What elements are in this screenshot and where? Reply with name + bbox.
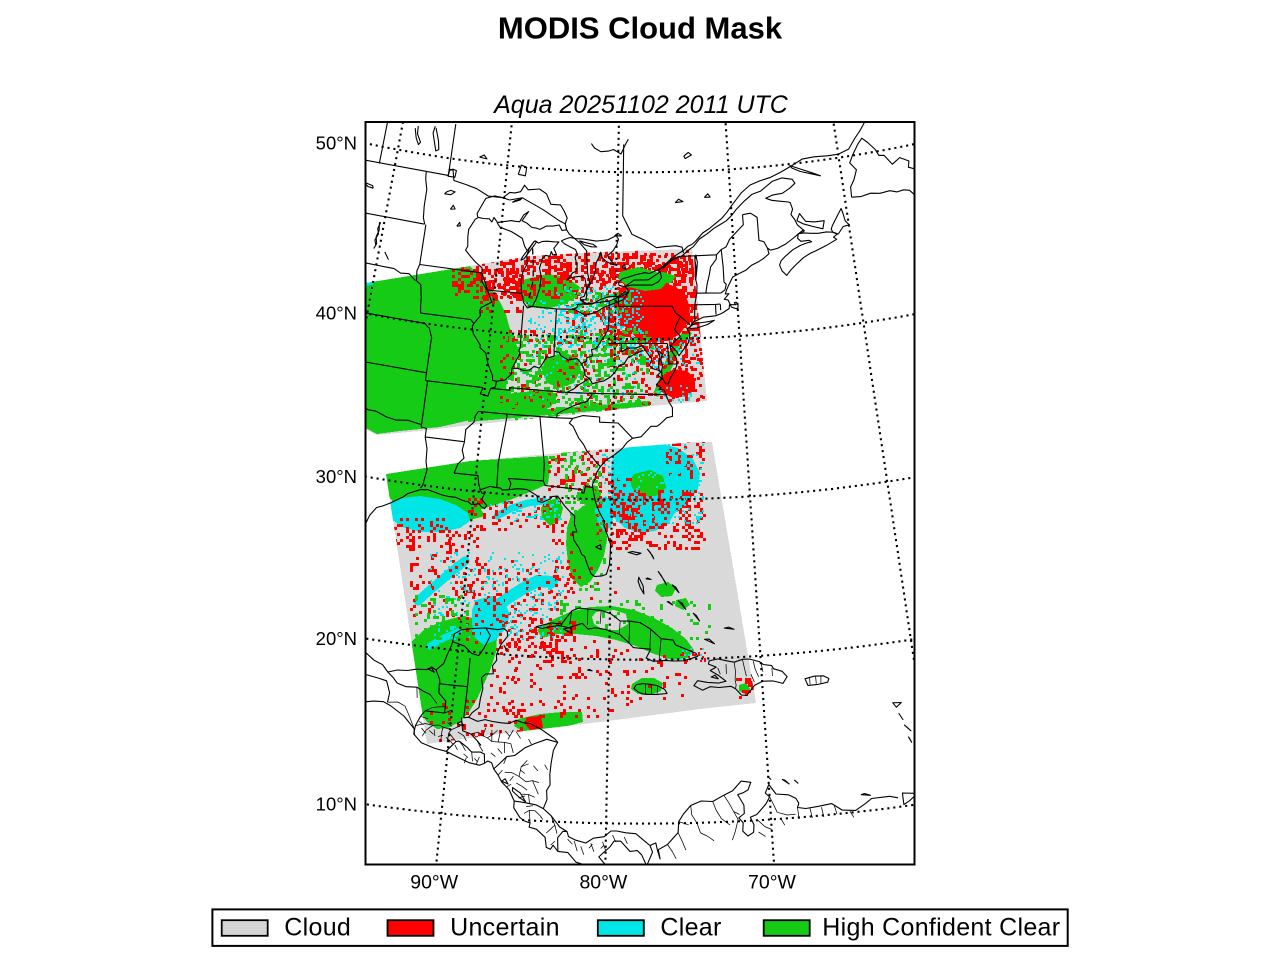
svg-text:MODIS Cloud Mask: MODIS Cloud Mask	[498, 10, 783, 45]
svg-text:70°W: 70°W	[748, 872, 796, 894]
svg-text:40°N: 40°N	[316, 303, 357, 324]
svg-text:90°W: 90°W	[410, 872, 458, 894]
svg-text:High Confident Clear: High Confident Clear	[822, 914, 1060, 942]
svg-text:50°N: 50°N	[316, 133, 357, 154]
svg-text:Aqua 20251102 2011 UTC: Aqua 20251102 2011 UTC	[492, 91, 789, 119]
svg-text:30°N: 30°N	[316, 466, 357, 487]
svg-text:Cloud: Cloud	[284, 914, 351, 942]
svg-text:10°N: 10°N	[316, 794, 357, 815]
svg-text:Uncertain: Uncertain	[450, 914, 560, 942]
svg-text:80°W: 80°W	[579, 872, 627, 894]
svg-text:20°N: 20°N	[316, 628, 357, 649]
svg-text:Clear: Clear	[660, 914, 721, 942]
